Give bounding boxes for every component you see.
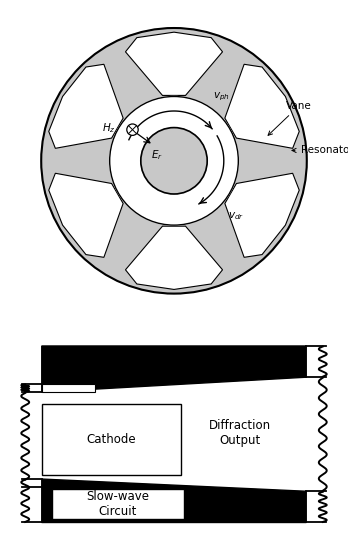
Bar — [52, 489, 184, 519]
Polygon shape — [126, 32, 222, 95]
Bar — [42, 384, 95, 392]
Circle shape — [127, 124, 138, 136]
Text: Slow-wave
Circuit: Slow-wave Circuit — [86, 490, 149, 518]
Polygon shape — [49, 173, 123, 257]
Polygon shape — [225, 173, 299, 257]
Text: $v_{ph}$: $v_{ph}$ — [213, 90, 230, 103]
Text: Diffraction
Output: Diffraction Output — [209, 419, 271, 447]
Text: $E_r$: $E_r$ — [151, 148, 163, 162]
Circle shape — [110, 96, 238, 225]
Text: $v_{dr}$: $v_{dr}$ — [228, 211, 244, 222]
Polygon shape — [42, 377, 306, 492]
Polygon shape — [42, 479, 306, 523]
Circle shape — [141, 128, 207, 194]
Text: Cathode: Cathode — [86, 433, 136, 446]
Text: Resonators: Resonators — [292, 145, 348, 155]
Circle shape — [41, 28, 307, 294]
Text: $H_z$: $H_z$ — [102, 121, 116, 135]
Polygon shape — [126, 226, 222, 289]
Polygon shape — [49, 64, 123, 148]
Polygon shape — [225, 64, 299, 148]
Text: Vane: Vane — [268, 101, 312, 135]
Bar — [42, 404, 181, 475]
Polygon shape — [42, 346, 306, 392]
